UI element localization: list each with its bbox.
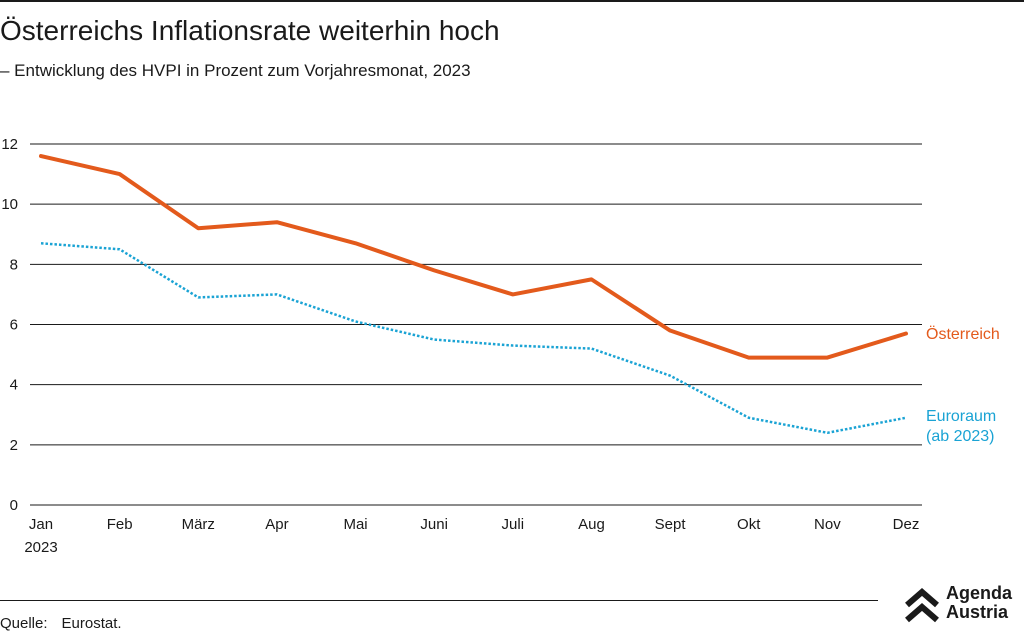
x-tick-label-3: Apr (265, 516, 288, 533)
line-chart: 0 2 4 6 8 10 12 Jan Feb März Apr Mai Juni Juli Aug Sept… (1, 136, 1000, 556)
series-line-0 (39, 154, 908, 360)
series-label-0-line-0: Österreich (926, 325, 1000, 343)
x-tick-label-6: Juli (502, 516, 525, 533)
chart-subtitle: – Entwicklung des HVPI in Prozent zum Vo… (0, 61, 471, 80)
series-label-1-line-0: Euroraum (926, 408, 996, 425)
source-value: Eurostat. (61, 615, 122, 632)
bottom-rule (0, 600, 878, 601)
chart-title: Österreichs Inflationsrate weiterhin hoc… (0, 15, 500, 46)
logo-line-1: Agenda (946, 583, 1013, 603)
x-tick-label-5: Juni (420, 516, 448, 533)
source-note: Quelle: Eurostat. (0, 614, 122, 634)
x-tick-label-7: Aug (578, 516, 605, 533)
source-label: Quelle: (0, 615, 48, 632)
top-rule (0, 0, 1024, 2)
y-tick-label-6: 6 (10, 317, 18, 334)
double-chevron-up-icon (905, 588, 939, 623)
x-tick-label-2: März (182, 516, 215, 533)
agenda-austria-logo: Agenda Austria (904, 584, 1024, 628)
x-tick-label-0: Jan (29, 516, 53, 533)
x-tick-label-9: Okt (737, 516, 761, 533)
y-tick-label-0: 0 (10, 497, 18, 514)
x-tick-label-8: Sept (655, 516, 687, 533)
logo-wordmark: Agenda Austria (946, 584, 1012, 622)
y-tick-label-8: 8 (10, 256, 18, 273)
x-year-label: 2023 (24, 539, 57, 556)
logo-line-2: Austria (946, 602, 1009, 622)
y-tick-label-4: 4 (10, 377, 18, 394)
x-tick-label-11: Dez (893, 516, 920, 533)
y-tick-label-2: 2 (10, 437, 18, 454)
y-tick-label-10: 10 (1, 196, 18, 213)
x-tick-label-1: Feb (107, 516, 133, 533)
y-tick-label-12: 12 (1, 136, 18, 153)
series-label-1-line-1: (ab 2023) (926, 428, 995, 445)
x-tick-label-4: Mai (343, 516, 367, 533)
x-tick-label-10: Nov (814, 516, 841, 533)
series-line-1 (40, 242, 907, 435)
